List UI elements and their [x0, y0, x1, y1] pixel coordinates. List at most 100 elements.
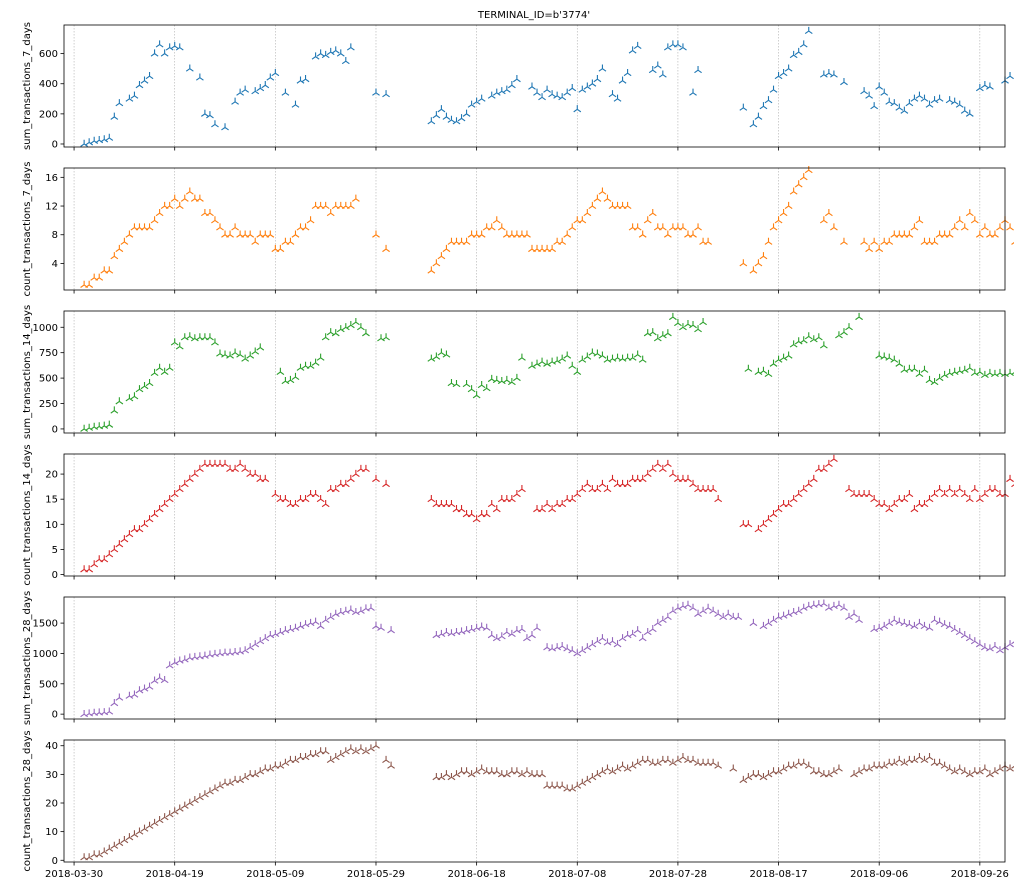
- data-point: [940, 620, 949, 628]
- data-point: [362, 747, 370, 755]
- data-point: [875, 623, 884, 631]
- data-point: [578, 778, 587, 786]
- data-point: [170, 807, 179, 815]
- data-point: [648, 624, 657, 633]
- data-point: [618, 761, 627, 769]
- data-point: [346, 43, 355, 51]
- data-point: [271, 68, 280, 77]
- data-point: [714, 609, 723, 617]
- data-point: [684, 474, 692, 483]
- data-point: [855, 767, 863, 775]
- data-point: [331, 484, 340, 493]
- data-point: [387, 761, 395, 769]
- data-point: [593, 770, 602, 778]
- data-point: [830, 454, 838, 462]
- data-point: [1006, 474, 1014, 483]
- data-point: [965, 634, 974, 642]
- data-point: [155, 40, 164, 48]
- data-point: [965, 363, 974, 371]
- data-point: [165, 661, 174, 669]
- data-point: [538, 357, 546, 365]
- data-point: [598, 767, 607, 775]
- data-point: [140, 824, 149, 832]
- data-point: [975, 640, 984, 648]
- data-point: [819, 599, 828, 607]
- data-point: [180, 801, 189, 809]
- data-point: [598, 351, 607, 359]
- data-point: [437, 252, 446, 260]
- data-point: [895, 617, 904, 625]
- data-point: [447, 378, 456, 387]
- data-point: [824, 770, 833, 778]
- x-tick-label: 2018-06-18: [448, 869, 506, 880]
- data-point: [563, 230, 572, 238]
- data-point: [100, 421, 109, 429]
- data-point: [507, 494, 516, 503]
- data-point: [175, 201, 184, 210]
- y-tick-label: 750: [39, 348, 58, 359]
- data-point: [970, 484, 979, 493]
- data-point: [955, 484, 964, 493]
- data-point: [754, 259, 763, 267]
- data-point: [145, 821, 154, 829]
- data-point: [326, 47, 335, 56]
- data-point: [492, 634, 501, 642]
- data-point: [472, 767, 481, 775]
- data-point: [769, 223, 778, 231]
- data-point: [890, 355, 899, 363]
- data-point: [563, 88, 572, 96]
- data-point: [145, 682, 154, 690]
- data-point: [638, 474, 647, 483]
- data-point: [759, 520, 768, 528]
- data-point: [357, 606, 365, 614]
- data-point: [840, 78, 848, 86]
- data-point: [518, 484, 526, 493]
- data-point: [145, 72, 154, 80]
- data-point: [236, 88, 245, 96]
- data-point: [548, 244, 556, 253]
- data-point: [674, 40, 682, 48]
- data-point: [477, 622, 486, 630]
- data-point: [658, 223, 667, 231]
- data-point: [986, 644, 994, 652]
- data-point: [623, 479, 632, 488]
- data-point: [980, 370, 989, 379]
- data-point: [558, 500, 567, 508]
- data-point: [960, 365, 969, 373]
- data-point: [714, 494, 723, 503]
- data-point: [281, 494, 290, 503]
- data-point: [296, 363, 305, 371]
- data-point: [311, 750, 320, 758]
- data-point: [513, 767, 521, 775]
- data-point: [331, 46, 340, 54]
- data-point: [306, 216, 315, 224]
- data-point: [960, 489, 969, 498]
- data-point: [598, 634, 607, 642]
- data-point: [689, 88, 697, 96]
- data-point: [362, 329, 370, 337]
- data-point: [955, 366, 964, 374]
- data-point: [759, 773, 768, 781]
- data-point: [996, 764, 1004, 772]
- data-point: [910, 223, 919, 231]
- data-point: [960, 767, 969, 775]
- data-point: [991, 230, 999, 238]
- data-point: [910, 621, 919, 630]
- data-point: [663, 329, 672, 337]
- data-point: [513, 75, 521, 83]
- data-point: [759, 252, 768, 260]
- data-point: [351, 469, 360, 478]
- data-point: [553, 91, 562, 99]
- data-point: [880, 500, 889, 508]
- data-point: [140, 684, 149, 692]
- data-point: [674, 603, 682, 611]
- data-point: [477, 764, 486, 772]
- data-point: [170, 489, 179, 498]
- data-point: [930, 96, 939, 104]
- data-point: [497, 87, 506, 95]
- data-point: [623, 201, 632, 210]
- data-point: [372, 230, 380, 238]
- data-point: [986, 368, 994, 376]
- data-point: [256, 637, 265, 645]
- data-point: [281, 88, 290, 96]
